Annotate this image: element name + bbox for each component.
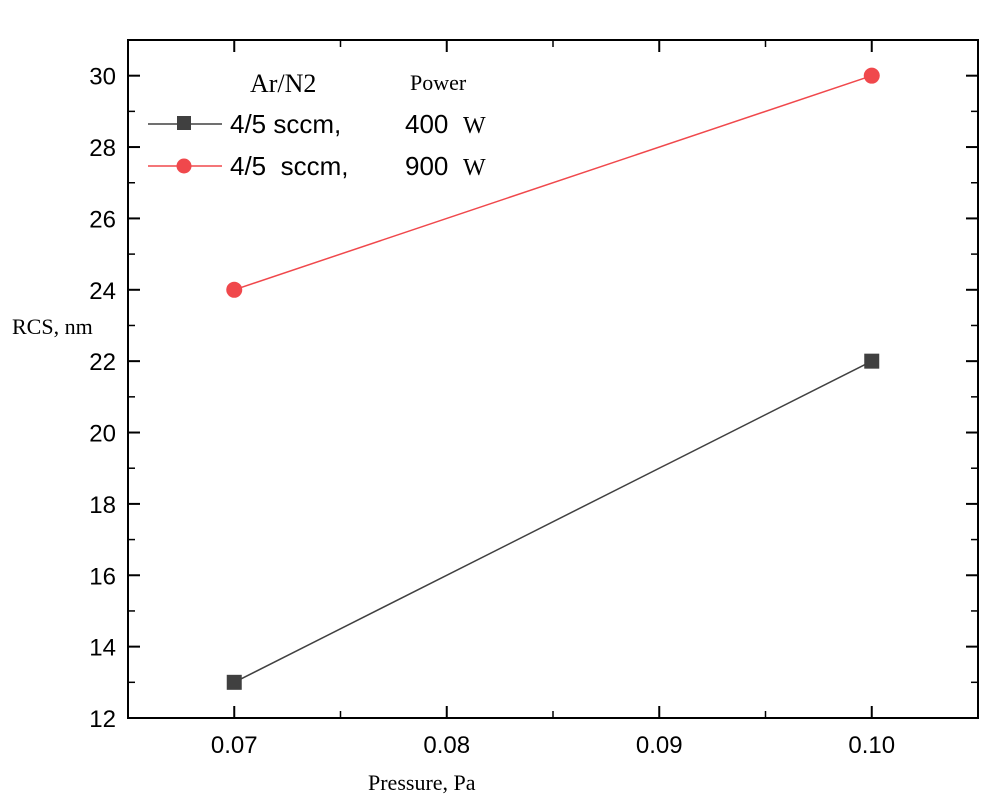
series-2 <box>226 67 880 298</box>
legend-label-unit-400w: W <box>463 113 486 139</box>
legend-entry-400w: 4/5 sccm, 400 W <box>148 109 486 139</box>
legend-label-power-400w: 400 <box>405 109 448 139</box>
y-axis-label: RCS, nm <box>12 314 93 339</box>
legend-header-gas: Ar/N2 <box>250 69 316 98</box>
legend-label-gas-400w: 4/5 sccm, <box>230 109 341 139</box>
y-tick-label: 30 <box>89 64 116 91</box>
y-tick-labels: 12 14 16 18 20 22 24 26 28 30 <box>89 64 116 733</box>
axis-ticks <box>128 40 978 719</box>
series-line <box>233 360 873 683</box>
y-tick-label: 16 <box>89 563 116 590</box>
series-line <box>234 74 872 291</box>
legend-entry-900w: 4/5 sccm, 900 W <box>148 151 486 181</box>
y-tick-label: 14 <box>89 635 116 662</box>
y-tick-label: 28 <box>89 135 116 162</box>
legend-label-gas-900w: 4/5 sccm, <box>230 151 348 181</box>
data-point-circle <box>226 281 243 298</box>
legend-square-marker-icon <box>177 116 191 130</box>
y-tick-label: 18 <box>89 492 116 519</box>
x-axis-label: Pressure, Pa <box>368 770 476 795</box>
series-1 <box>226 353 880 690</box>
legend-circle-marker-icon <box>176 158 192 174</box>
legend: Ar/N2 Power 4/5 sccm, 400 W 4/5 sccm, 90… <box>148 69 486 181</box>
x-tick-labels: 0.07 0.08 0.09 0.10 <box>211 732 895 759</box>
x-tick-label: 0.09 <box>636 732 683 759</box>
y-tick-label: 20 <box>89 421 116 448</box>
x-tick-label: 0.07 <box>211 732 258 759</box>
y-tick-label: 22 <box>89 349 116 376</box>
y-tick-label: 26 <box>89 206 116 233</box>
data-point-square <box>864 353 880 369</box>
legend-label-power-900w: 900 <box>405 151 448 181</box>
x-tick-label: 0.10 <box>848 732 895 759</box>
legend-header-power: Power <box>410 70 467 95</box>
data-point-square <box>226 674 242 690</box>
y-tick-label: 24 <box>89 278 116 305</box>
y-tick-label: 12 <box>89 706 116 733</box>
plot-frame <box>127 39 979 719</box>
series-layer <box>226 67 880 690</box>
x-tick-label: 0.08 <box>423 732 470 759</box>
data-point-circle <box>863 67 880 84</box>
legend-label-unit-900w: W <box>463 155 486 181</box>
